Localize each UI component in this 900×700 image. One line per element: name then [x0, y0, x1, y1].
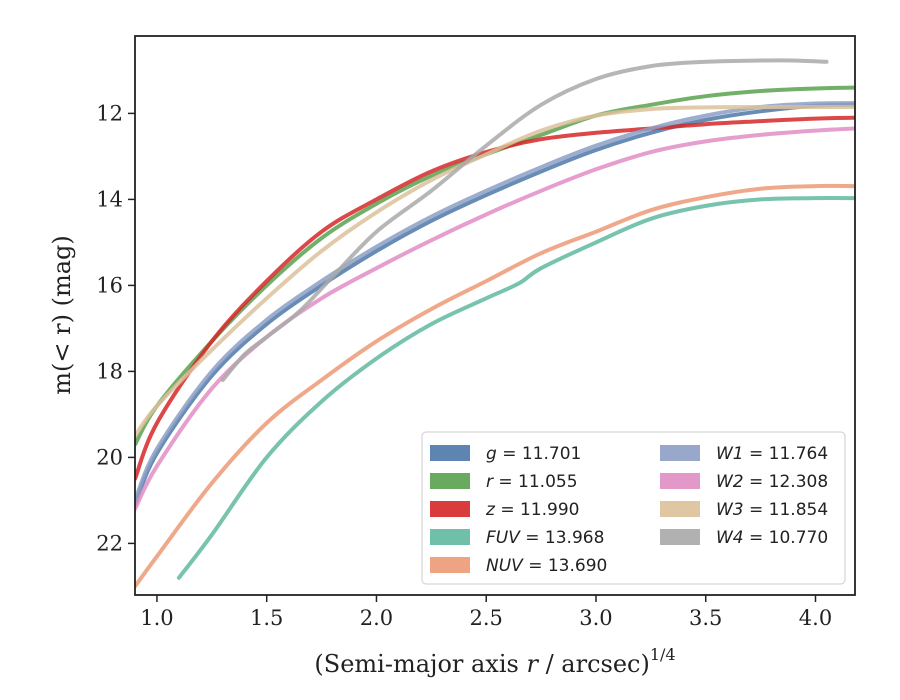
- ticks-layer: 1.0 1.5 2.0 2.5 3.0 3.5 4.0 12 14 16 18 20 22: [96, 101, 832, 630]
- x-tick-label: 2.5: [470, 606, 503, 630]
- series-line-w1: [135, 101, 855, 503]
- legend-swatch-z: [430, 501, 470, 517]
- legend-label-w4: W4 = 10.770: [716, 528, 828, 548]
- legend-label-g: g = 11.701: [486, 444, 581, 464]
- legend: g = 11.701 r = 11.055 z = 11.990 FUV = 13.9…: [421, 431, 846, 585]
- legend-swatch-g: [430, 445, 470, 461]
- legend-swatch-w3: [660, 501, 700, 517]
- y-axis-label: m(< r) (mag): [48, 235, 76, 394]
- y-tick-label: 20: [96, 445, 123, 469]
- series-line-g: [135, 102, 855, 507]
- x-axis-label: (Semi-major axis r / arcsec)1/4: [314, 645, 675, 678]
- y-tick-label: 22: [96, 531, 123, 555]
- series-layer: [135, 58, 855, 589]
- legend-swatch-fuv: [430, 529, 470, 545]
- series-line-w3: [135, 104, 855, 438]
- x-tick-label: 3.5: [689, 606, 722, 630]
- x-tick-label: 3.0: [579, 606, 612, 630]
- series-line-fuv: [176, 196, 855, 580]
- y-tick-label: 16: [96, 273, 123, 297]
- legend-label-w1: W1 = 11.764: [716, 444, 828, 464]
- legend-label-fuv: FUV = 13.968: [486, 528, 604, 548]
- legend-swatch-nuv: [430, 557, 470, 573]
- x-tick-label: 4.0: [799, 606, 832, 630]
- series-line-w2: [135, 126, 855, 511]
- y-tick-label: 18: [96, 359, 123, 383]
- legend-label-w3: W3 = 11.854: [716, 500, 828, 520]
- y-tick-label: 14: [96, 187, 123, 211]
- legend-label-r: r = 11.055: [486, 472, 578, 492]
- x-axis-label-exponent: 1/4: [650, 645, 676, 664]
- series-line-w4: [220, 58, 829, 382]
- legend-swatch-w1: [660, 445, 700, 461]
- x-axis-label-variable: r: [526, 650, 539, 678]
- legend-label-w2: W2 = 12.308: [716, 472, 828, 492]
- legend-swatch-w2: [660, 473, 700, 489]
- legend-label-nuv: NUV = 13.690: [486, 556, 607, 576]
- plot-frame: [134, 35, 856, 596]
- legend-swatch-r: [430, 473, 470, 489]
- series-group: [135, 58, 855, 589]
- x-tick-label: 2.0: [360, 606, 393, 630]
- x-tick-label: 1.0: [140, 606, 173, 630]
- legend-frame: [421, 431, 846, 585]
- y-tick-label: 12: [96, 101, 123, 125]
- series-line-nuv: [135, 183, 855, 589]
- legend-label-z: z = 11.990: [485, 500, 579, 520]
- x-tick-label: 1.5: [250, 606, 283, 630]
- legend-swatch-w4: [660, 529, 700, 545]
